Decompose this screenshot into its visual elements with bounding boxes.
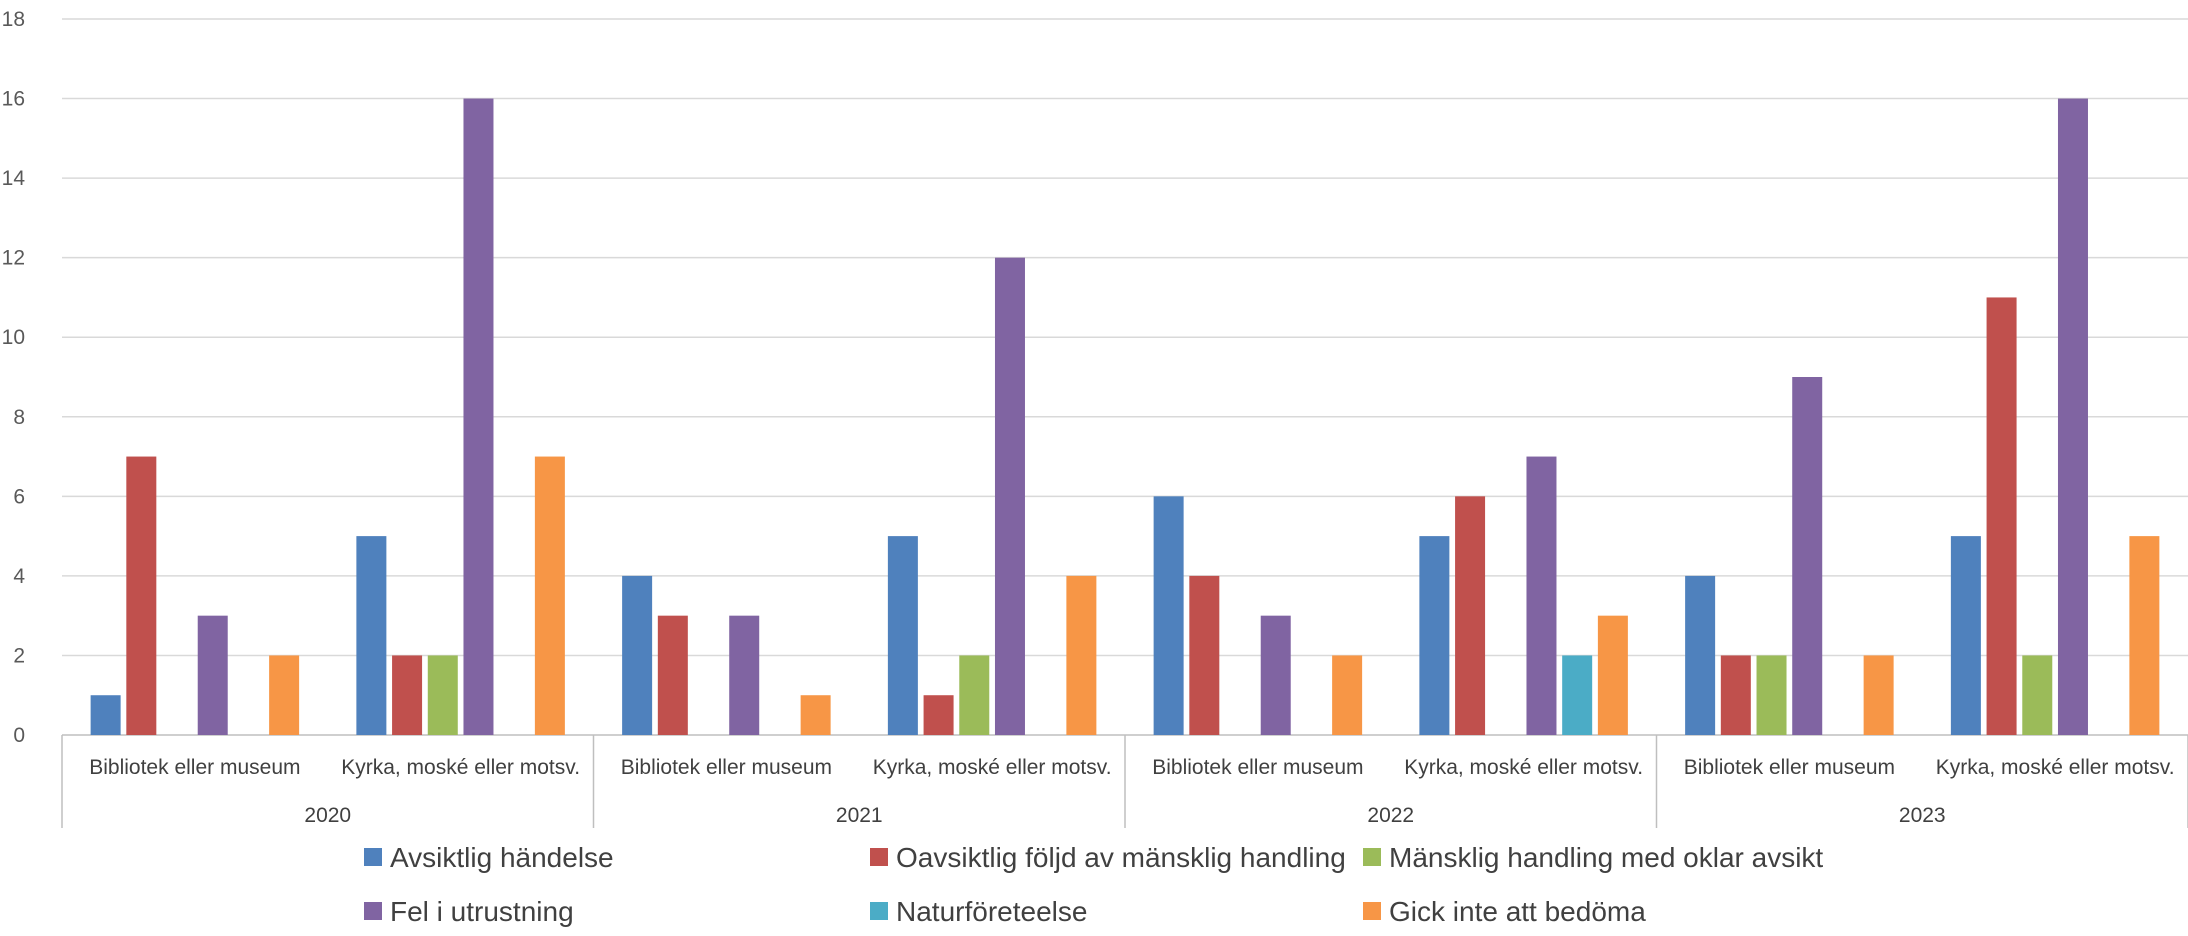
bar [1153,496,1184,735]
bar [1756,655,1787,735]
bar [2057,98,2088,736]
bar [1455,496,1486,735]
bar [427,655,458,735]
bar [657,615,688,735]
bar [126,456,157,735]
bar [994,257,1025,735]
x-axis: Bibliotek eller museum Kyrka, moské eller… [61,735,2188,828]
x-category-label: Kyrka, moské eller motsv. [1936,756,2175,779]
bar [1685,575,1716,735]
bar [392,655,423,735]
y-tick-label: 4 [13,565,25,588]
y-tick-label: 16 [2,88,25,111]
legend-label: Avsiktlig händelse [390,842,614,873]
x-category-label: Bibliotek eller museum [1152,756,1363,779]
bar [2022,655,2053,735]
y-tick-label: 18 [2,8,25,31]
x-group-label: 2023 [1899,804,1946,827]
bar [1066,575,1097,735]
bar [729,615,760,735]
y-tick-label: 8 [13,406,25,429]
bar [1950,536,1981,735]
legend-swatch [364,902,382,920]
bar [622,575,653,735]
bar [887,536,918,735]
bar [534,456,565,735]
legend-swatch [870,848,888,866]
y-tick-label: 12 [2,247,25,270]
legend-swatch [870,902,888,920]
bar [90,695,121,735]
x-category-label: Kyrka, moské eller motsv. [873,756,1112,779]
bar [356,536,387,735]
legend-label: Gick inte att bedöma [1389,896,1646,927]
x-category-label: Kyrka, moské eller motsv. [341,756,580,779]
bar [1720,655,1751,735]
bar [1189,575,1220,735]
x-category-label: Bibliotek eller museum [89,756,300,779]
x-group-label: 2021 [836,804,883,827]
bar [463,98,494,736]
bar [197,615,228,735]
x-category-label: Kyrka, moské eller motsv. [1404,756,1643,779]
y-tick-label: 10 [2,326,25,349]
legend-label: Naturföreteelse [896,896,1087,927]
y-tick-label: 6 [13,485,25,508]
bar [1792,377,1823,735]
x-category-label: Bibliotek eller museum [1684,756,1895,779]
bar [2129,536,2160,735]
y-tick-label: 0 [13,724,25,747]
bar [800,695,831,735]
bar [1526,456,1557,735]
bar [923,695,954,735]
y-tick-label: 2 [13,644,25,667]
bar [1986,297,2017,735]
bar [1863,655,1894,735]
legend: Avsiktlig händelse Oavsiktlig följd av mä… [364,842,1823,927]
legend-label: Mänsklig handling med oklar avsikt [1389,842,1823,873]
x-group-label: 2020 [304,804,351,827]
legend-swatch [364,848,382,866]
bar [959,655,990,735]
bar [1562,655,1593,735]
legend-swatch [1363,902,1381,920]
legend-label: Oavsiktlig följd av mänsklig handling [896,842,1346,873]
x-category-label: Bibliotek eller museum [621,756,832,779]
legend-swatch [1363,848,1381,866]
y-tick-label: 14 [2,167,26,190]
y-axis-ticks: 0 2 4 6 8 10 12 14 16 18 [2,8,26,747]
bar [1597,615,1628,735]
bar [1332,655,1363,735]
bars [90,98,2160,736]
bar [269,655,300,735]
x-group-label: 2022 [1367,804,1414,827]
bar [1419,536,1450,735]
bar [1260,615,1291,735]
legend-label: Fel i utrustning [390,896,574,927]
